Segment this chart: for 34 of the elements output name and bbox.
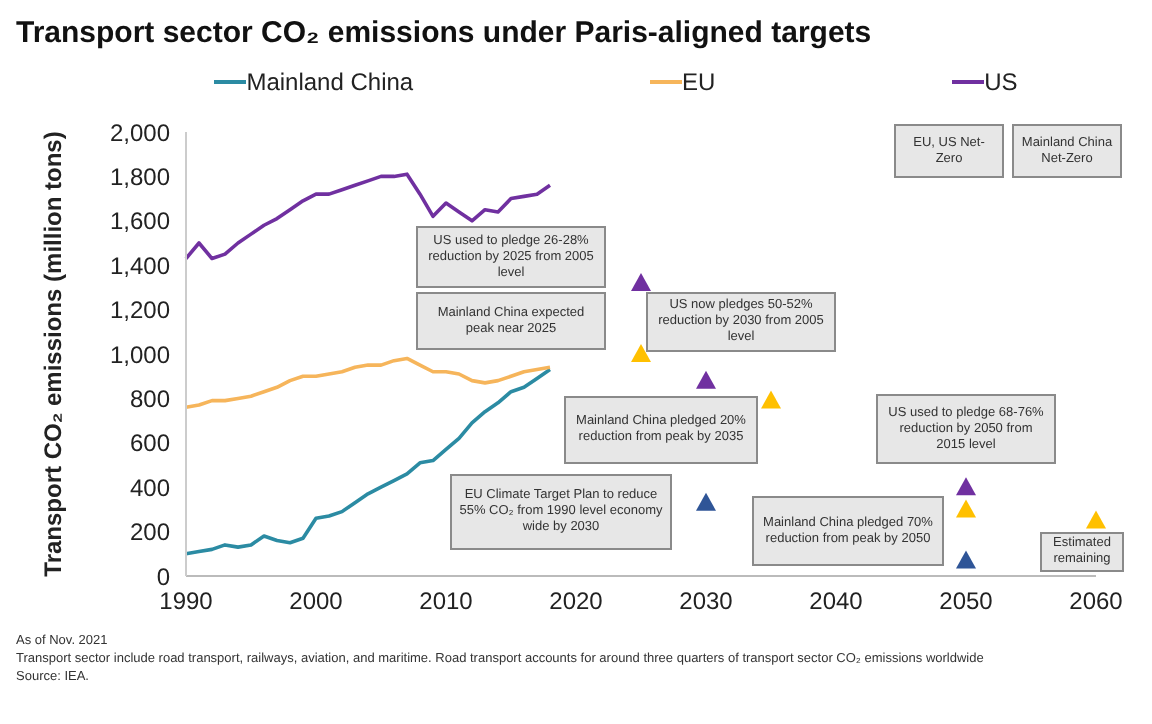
x-tick-label: 2010 — [419, 587, 474, 616]
point — [761, 390, 781, 409]
x-tick-label: 2030 — [679, 587, 734, 616]
point — [631, 272, 651, 291]
y-tick-label: 200 — [129, 518, 171, 547]
chart-title: Transport sector CO₂ emissions under Paris-aligned targets — [16, 16, 874, 54]
y-tick-label: 400 — [129, 473, 171, 502]
y-tick-label: 800 — [129, 384, 171, 413]
point — [631, 344, 651, 362]
y-axis-title: Transport CO₂ emissions (million tons) — [38, 131, 67, 577]
x-tick-label: 2000 — [289, 587, 344, 616]
x-tick-label: 2050 — [939, 587, 994, 616]
y-tick-label: 0 — [156, 562, 171, 591]
x-tick-label: 2020 — [549, 587, 604, 616]
y-tick-label: 2,000 — [109, 118, 171, 147]
y-tick-label: 1,800 — [109, 162, 171, 191]
x-tick-label: 2040 — [809, 587, 864, 616]
x-tick-label: 2060 — [1069, 587, 1124, 616]
y-tick-label: 1,400 — [109, 251, 171, 280]
x-tick-label: 1990 — [159, 587, 214, 616]
point — [696, 492, 716, 511]
legend-label: EU — [680, 68, 716, 96]
y-tick-label: 1,200 — [109, 296, 171, 325]
point — [956, 499, 976, 518]
y-tick-label: 1,000 — [109, 340, 171, 369]
legend-label: Mainland China — [244, 68, 414, 96]
point — [1086, 510, 1106, 529]
y-tick-label: 600 — [129, 429, 171, 458]
line-series — [184, 356, 552, 410]
point — [956, 550, 976, 569]
legend-label: US — [982, 68, 1018, 96]
point — [956, 477, 976, 496]
y-tick-label: 1,600 — [109, 207, 171, 236]
point — [696, 370, 716, 389]
